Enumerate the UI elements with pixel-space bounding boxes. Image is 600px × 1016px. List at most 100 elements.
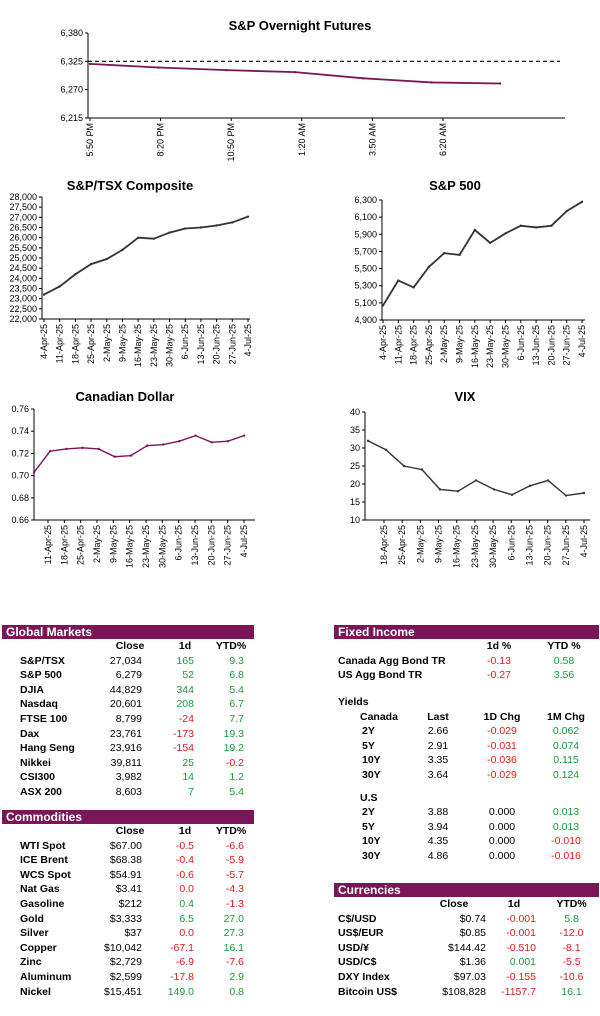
- fixed-income-header: Fixed Income: [334, 625, 599, 639]
- row-ytd: 16.1: [223, 941, 244, 954]
- x-tick-label: 13-Jun-25: [524, 525, 534, 566]
- x-tick-label: 11-Apr-25: [43, 525, 53, 564]
- row-close: $15,451: [104, 985, 142, 998]
- commodities-table: Commodities Close 1d YTD% WTI Spot $67.00…: [2, 810, 254, 999]
- table-row: 2Y 2.66 -0.029 0.062: [334, 724, 599, 739]
- x-tick-label: 16-May-25: [452, 525, 462, 568]
- x-tick-label: 23-May-25: [141, 525, 151, 568]
- data-point: [226, 439, 230, 443]
- row-name: S&P/TSX: [20, 654, 65, 667]
- row-ytd: 19.2: [223, 742, 244, 755]
- row-name: Aluminum: [20, 970, 72, 983]
- data-point: [74, 273, 77, 276]
- row-1d-chg: -0.031: [487, 739, 517, 752]
- data-point: [225, 68, 228, 72]
- col-1d: 1d: [507, 898, 521, 910]
- row-name: Copper: [20, 941, 57, 954]
- data-point: [88, 62, 92, 66]
- x-tick-label: 20-Jun-25: [543, 525, 553, 566]
- y-tick-label: 20: [350, 479, 360, 489]
- row-1d: -0.6: [175, 868, 194, 881]
- col-close: Close: [115, 825, 145, 837]
- row-name: Dax: [20, 727, 40, 740]
- row-1d: 149.0: [167, 985, 194, 998]
- data-point: [504, 232, 507, 235]
- x-tick-label: 13-Jun-25: [196, 324, 206, 365]
- data-point: [492, 488, 496, 491]
- x-tick-label: 30-May-25: [488, 525, 498, 568]
- global-markets-header: Global Markets: [2, 625, 254, 639]
- row-1d: 165: [176, 654, 194, 667]
- data-point: [474, 479, 478, 482]
- row-close: $97.03: [453, 970, 486, 983]
- data-point: [402, 464, 406, 468]
- data-point: [81, 446, 84, 450]
- series-line: [382, 201, 583, 306]
- global-markets-table: Global Markets Close 1d YTD% S&P/TSX 27,0…: [2, 625, 254, 800]
- row-ytd: -1.3: [225, 897, 244, 910]
- x-tick-label: 4-Jul-25: [577, 325, 587, 358]
- row-name: CSI300: [20, 771, 56, 784]
- row-close: 20,601: [109, 698, 142, 711]
- x-tick-label: 18-Apr-25: [409, 325, 419, 365]
- row-name: Silver: [20, 927, 49, 940]
- data-point: [381, 304, 385, 307]
- row-ytd: -4.3: [225, 883, 244, 896]
- col-close: Close: [115, 640, 145, 652]
- x-tick-label: 6-Jun-25: [516, 325, 526, 361]
- table-row: US$/EUR $0.85 -0.001 -12.0: [334, 926, 599, 941]
- row-term: 10Y: [362, 754, 381, 767]
- row-name: Gasoline: [20, 897, 65, 910]
- y-tick-label: 25,500: [9, 243, 37, 253]
- row-ytd: 0.58: [553, 654, 575, 667]
- x-tick-label: 2-May-25: [102, 324, 112, 362]
- y-tick-label: 6,270: [60, 85, 83, 95]
- table-row: 5Y 2.91 -0.031 0.074: [334, 739, 599, 754]
- series-line: [33, 434, 245, 473]
- data-point: [580, 200, 584, 203]
- row-ytd: 27.0: [223, 912, 244, 925]
- row-close: 39,811: [110, 756, 142, 769]
- row-1d: -154: [172, 742, 194, 755]
- row-ytd: -8.1: [562, 941, 581, 954]
- y-tick-label: 0.76: [11, 404, 29, 414]
- table-row: USD/¥ $144.42 -0.510 -8.1: [334, 941, 599, 956]
- row-1d: 0.4: [179, 897, 194, 910]
- row-name: DXY Index: [338, 970, 390, 983]
- yields-us-label: U.S: [360, 791, 378, 804]
- row-1m-chg: -0.016: [551, 849, 581, 862]
- currencies-header: Currencies: [334, 883, 599, 897]
- col-last: Last: [427, 710, 449, 723]
- row-1d: 14: [182, 771, 194, 784]
- row-ytd: 3.56: [553, 669, 575, 682]
- data-point: [528, 484, 532, 487]
- x-tick-label: 25-Apr-25: [424, 325, 434, 365]
- y-tick-label: 0.68: [11, 493, 29, 503]
- vix-chart: VIX 40 35 30 25 20 15 10 18-Apr-25 25-Apr-25 2-May…: [350, 389, 590, 568]
- row-last: 4.86: [427, 849, 449, 862]
- x-tick-label: 6-Jun-25: [174, 525, 184, 561]
- x-tick-label: 4-Jul-25: [243, 324, 253, 357]
- row-1d: -24: [178, 712, 194, 725]
- y-tick-label: 6,380: [60, 28, 83, 38]
- x-tick-label: 30-May-25: [157, 525, 167, 568]
- y-tick-label: 23,000: [9, 294, 37, 304]
- data-point: [194, 434, 197, 437]
- col-ytd: YTD%: [556, 898, 587, 910]
- row-close: $144.42: [448, 941, 486, 954]
- table-row: 2Y 3.88 0.000 0.013: [334, 805, 599, 820]
- row-name: Nikkei: [20, 756, 51, 769]
- series-line: [367, 440, 585, 497]
- row-1d: -17.8: [170, 970, 194, 983]
- y-tick-label: 25,000: [9, 253, 37, 263]
- x-tick-label: 11-Apr-25: [393, 325, 403, 364]
- row-1d-chg: 0.000: [488, 835, 516, 848]
- row-term: 10Y: [362, 835, 381, 848]
- x-tick-label: 8:20 PM: [156, 123, 166, 157]
- x-tick-label: 4-Apr-25: [39, 324, 49, 359]
- row-close: $10,042: [104, 941, 142, 954]
- table-row: Gasoline $212 0.4 -1.3: [2, 897, 254, 912]
- x-tick-label: 13-Jun-25: [190, 525, 200, 566]
- row-last: 3.94: [427, 820, 449, 833]
- row-1m-chg: 0.013: [552, 820, 580, 833]
